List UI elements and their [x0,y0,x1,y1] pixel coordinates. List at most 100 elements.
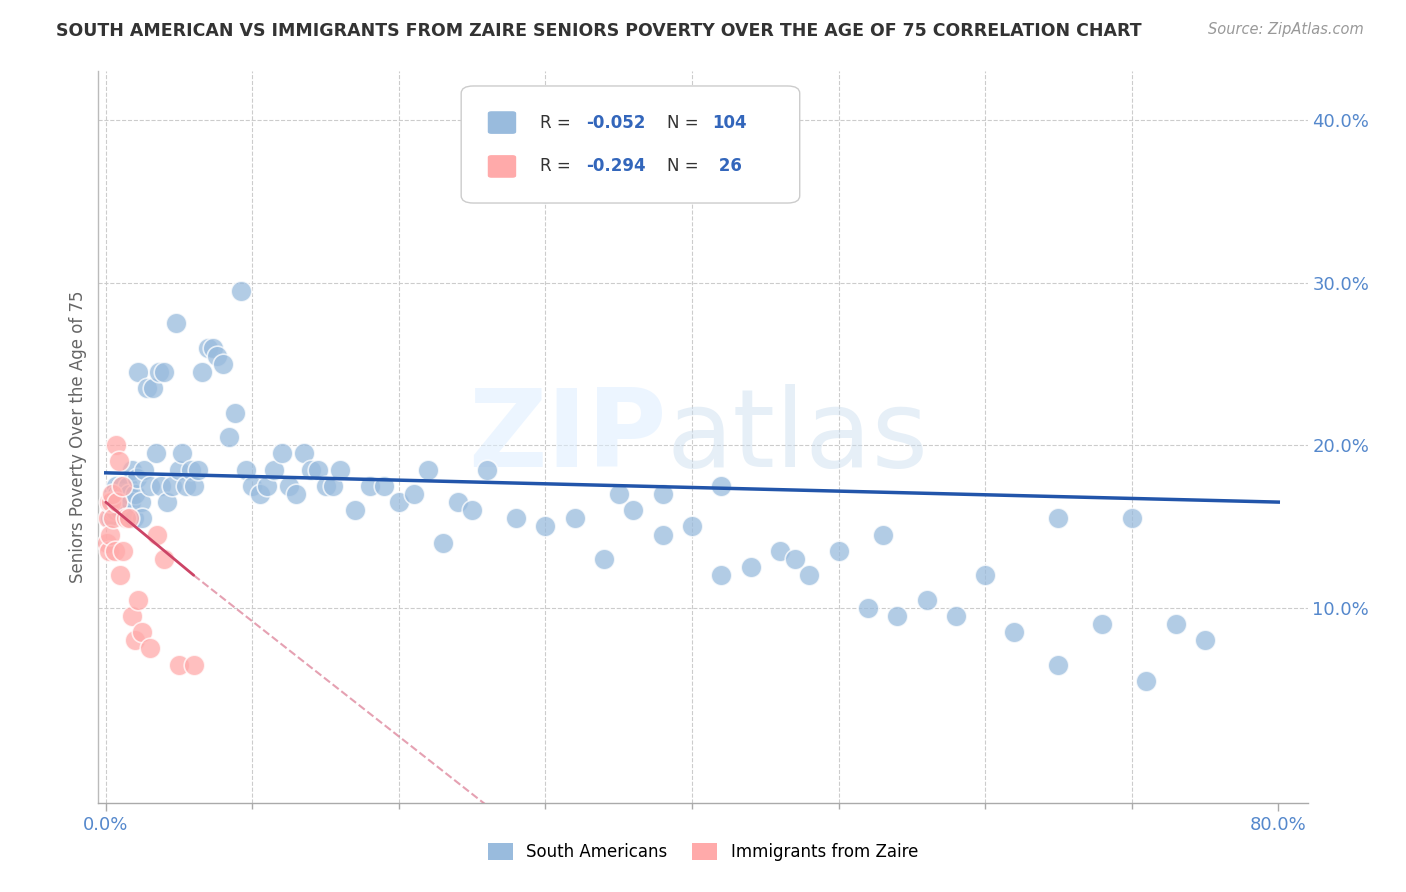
Point [121,462,143,476]
Point [160,479,183,493]
Point [315,479,337,493]
Point [872,527,894,541]
Point [710,479,733,493]
Text: N =: N = [666,158,703,176]
Point [135,381,157,395]
Point [249,487,271,501]
Point [105,479,128,493]
Point [165,316,187,330]
Point [118,511,141,525]
Point [1121,511,1143,525]
Point [112,487,135,501]
Point [564,511,586,525]
Point [146,527,169,541]
Point [96,535,118,549]
Point [183,657,205,672]
Point [131,511,153,525]
Point [167,657,190,672]
Point [120,495,142,509]
Point [127,365,149,379]
Point [148,365,170,379]
Point [229,284,252,298]
Text: 26: 26 [713,158,741,176]
Point [329,462,352,476]
FancyBboxPatch shape [488,112,516,134]
Point [740,560,762,574]
Point [100,495,122,509]
Point [278,479,301,493]
Point [187,462,209,476]
Point [98,527,121,541]
Text: 104: 104 [713,113,748,131]
Point [100,487,122,501]
Text: R =: R = [540,158,576,176]
Text: Source: ZipAtlas.com: Source: ZipAtlas.com [1208,22,1364,37]
Point [127,592,149,607]
Point [299,462,322,476]
Text: ZIP: ZIP [468,384,666,490]
Point [191,365,214,379]
Point [131,625,153,640]
Point [121,608,143,623]
Point [112,544,135,558]
Point [263,462,285,476]
Legend: South Americans, Immigrants from Zaire: South Americans, Immigrants from Zaire [481,836,925,868]
Text: R =: R = [540,113,576,131]
Point [153,365,176,379]
Point [461,503,484,517]
Point [138,479,160,493]
Point [101,511,124,525]
Point [235,462,257,476]
Point [197,341,219,355]
Point [101,487,124,501]
Point [129,495,152,509]
Point [769,544,792,558]
Point [124,633,146,648]
Point [101,495,124,509]
Point [240,479,263,493]
Point [974,568,997,582]
Point [180,462,202,476]
Point [107,495,129,509]
Point [886,608,908,623]
Point [150,479,173,493]
Point [607,487,630,501]
Point [111,479,134,493]
Text: -0.294: -0.294 [586,158,645,176]
FancyBboxPatch shape [488,155,516,178]
Point [1091,617,1114,632]
Point [98,511,121,525]
Point [621,503,644,517]
Point [153,552,176,566]
Point [651,487,673,501]
Point [681,519,703,533]
Point [132,462,155,476]
Point [205,349,228,363]
Point [475,462,498,476]
Point [110,487,132,501]
Point [111,479,134,493]
Point [107,487,129,501]
Point [124,487,146,501]
Text: atlas: atlas [666,384,929,490]
Point [1164,617,1187,632]
Point [98,544,121,558]
Point [534,519,557,533]
Point [505,511,527,525]
Point [593,552,616,566]
Point [114,495,136,509]
Point [212,357,235,371]
Point [783,552,806,566]
Point [359,479,381,493]
Point [1194,633,1216,648]
Point [115,511,138,525]
Point [856,600,879,615]
Point [145,446,167,460]
Point [142,381,165,395]
Point [156,495,179,509]
Point [1047,511,1070,525]
Point [103,503,125,517]
Point [1004,625,1026,640]
Point [118,487,141,501]
Point [110,503,132,517]
